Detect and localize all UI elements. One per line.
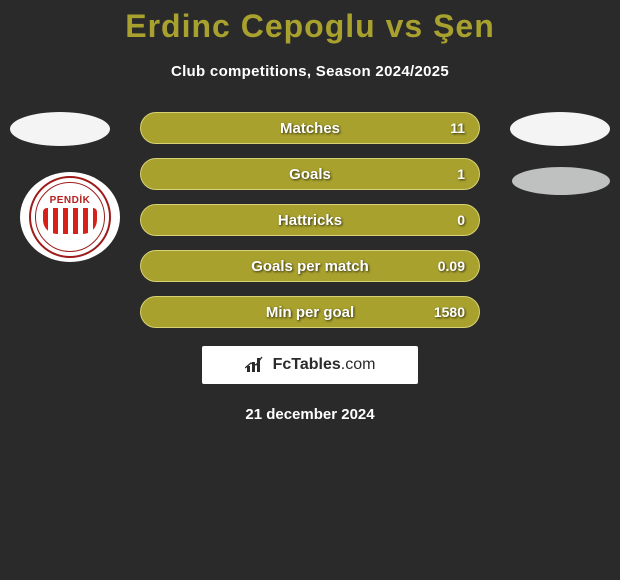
stat-row: Hattricks 0 (140, 204, 480, 236)
page-title: Erdinc Cepoglu vs Şen (0, 8, 620, 45)
player1-avatar (10, 112, 110, 146)
stat-row: Matches 11 (140, 112, 480, 144)
stat-value: 0 (457, 212, 465, 228)
stats-list: Matches 11 Goals 1 Hattricks 0 Goals per… (140, 112, 480, 328)
stat-label: Hattricks (278, 212, 342, 229)
stat-value: 11 (450, 120, 465, 136)
stat-row: Min per goal 1580 (140, 296, 480, 328)
brand-text: FcTables.com (273, 356, 376, 374)
stat-row: Goals per match 0.09 (140, 250, 480, 282)
stat-label: Goals (289, 166, 331, 183)
player2-club-avatar (512, 167, 610, 195)
stat-label: Min per goal (266, 304, 354, 321)
brand-name: FcTables (273, 356, 341, 373)
bar-chart-icon (245, 356, 267, 374)
comparison-card: Erdinc Cepoglu vs Şen Club competitions,… (0, 0, 620, 580)
stat-label: Matches (280, 120, 340, 137)
brand-suffix: .com (341, 356, 376, 373)
stat-value: 1 (457, 166, 465, 182)
date-text: 21 december 2024 (0, 406, 620, 423)
content-area: PENDİK Matches 11 Goals 1 Hattricks 0 Go… (0, 112, 620, 423)
club-logo-inner: PENDİK (29, 176, 111, 258)
player2-avatar (510, 112, 610, 146)
subtitle: Club competitions, Season 2024/2025 (0, 63, 620, 80)
stat-value: 0.09 (438, 258, 465, 274)
club-logo-stripes (43, 208, 97, 234)
player1-club-logo: PENDİK (20, 172, 120, 262)
stat-row: Goals 1 (140, 158, 480, 190)
club-logo-text: PENDİK (50, 195, 91, 206)
stat-label: Goals per match (251, 258, 369, 275)
brand-badge[interactable]: FcTables.com (202, 346, 418, 384)
stat-value: 1580 (434, 304, 465, 320)
